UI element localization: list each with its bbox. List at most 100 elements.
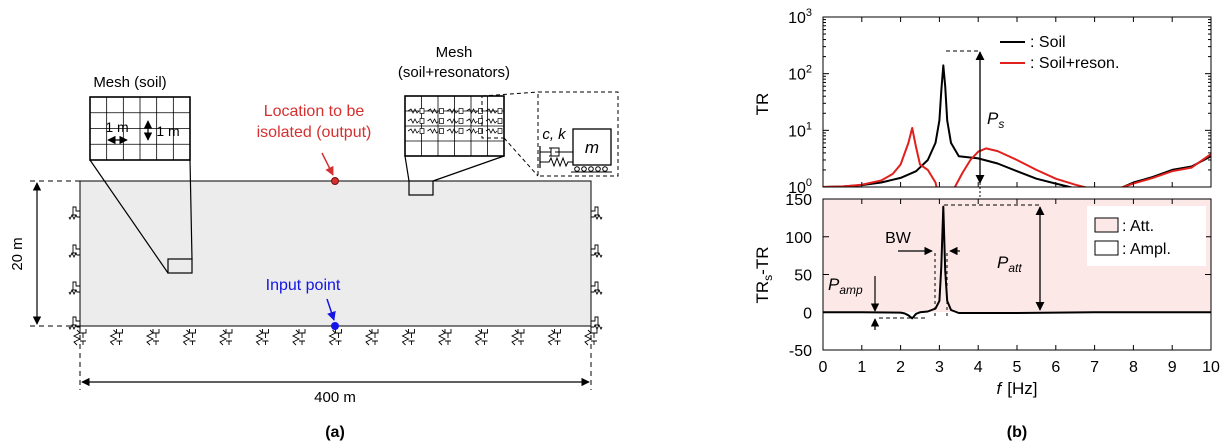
x-tick-label: 4 <box>974 359 983 376</box>
resonator-mass-icon <box>478 118 483 124</box>
x-tick-label: 1 <box>857 359 866 376</box>
legend-swatch-ampl <box>1094 240 1119 256</box>
top-axes-frame <box>823 17 1211 187</box>
boundary-damper-icon <box>437 329 452 346</box>
boundary-damper-icon <box>547 329 561 346</box>
mass-box <box>572 128 612 166</box>
mesh-resonators-grid <box>405 96 504 156</box>
y-tick-label: 50 <box>794 268 812 285</box>
output-point <box>331 177 339 185</box>
resonator-icon <box>427 108 439 114</box>
boundary-damper-icon <box>218 329 233 346</box>
spring-label: c, k <box>542 126 567 143</box>
boundary-damper-icon <box>109 329 123 346</box>
input-label: Input point <box>266 277 341 294</box>
zoom-line <box>89 159 169 274</box>
resonator-mass-icon <box>458 128 464 134</box>
mass-label: m <box>585 138 599 157</box>
detail-link <box>503 137 539 177</box>
legend-label-soil-reson: : Soil+reson. <box>1030 55 1119 72</box>
legend-swatch-att <box>1094 217 1119 233</box>
boundary-damper-icon <box>401 329 415 346</box>
boundary-damper-icon <box>68 206 80 221</box>
ps-annotation: Ps <box>946 50 1004 199</box>
input-arrow <box>326 298 336 321</box>
series-line-soil-reson <box>823 127 1211 187</box>
roller-supports <box>571 166 612 173</box>
top-y-axis-label: TR <box>753 93 772 116</box>
bw-label: BW <box>885 230 912 247</box>
resonator-mass-icon <box>458 118 464 124</box>
resonator-mass-icon <box>419 118 425 124</box>
legend-label-ampl: : Ampl. <box>1122 241 1171 258</box>
x-tick-label: 3 <box>935 359 944 376</box>
boundary-damper-icon <box>145 329 160 346</box>
x-tick-label: 5 <box>1013 359 1022 376</box>
cell-height-label: 1 m <box>156 123 179 139</box>
mesh-soil-callout: Mesh (soil) 1 m 1 m <box>89 74 193 274</box>
resonator-mass-icon <box>439 118 444 124</box>
resonator-mass-icon <box>497 118 503 124</box>
x-tick-label: 9 <box>1168 359 1177 376</box>
mesh-resonators-label: Mesh <box>436 44 473 61</box>
input-point <box>331 322 339 330</box>
boundary-damper-icon <box>182 329 196 346</box>
mesh-soil-grid <box>90 97 190 160</box>
boundary-damper-icon <box>591 316 603 331</box>
x-tick-label: 8 <box>1129 359 1138 376</box>
width-label: 400 m <box>314 389 356 406</box>
x-axis-label: f [Hz] <box>997 379 1038 398</box>
y-tick-label: 102 <box>788 64 812 84</box>
mesh-resonators-callout: Mesh (soil+resonators) m c, k <box>398 44 619 196</box>
boundary-damper-icon <box>591 206 603 221</box>
bottom-plot-area <box>823 205 1211 320</box>
mesh-resonators-source <box>408 180 434 196</box>
mesh-soil-source <box>167 258 193 274</box>
resonator-mass-icon <box>419 108 425 114</box>
depth-label: 20 m <box>9 237 26 270</box>
boundary-damper-icon <box>364 329 379 346</box>
boundary-damper-icon <box>68 244 80 259</box>
x-tick-label: 7 <box>1090 359 1099 376</box>
boundary-damper-icon <box>474 329 488 346</box>
x-tick-label: 0 <box>819 359 828 376</box>
resonator-icon <box>466 108 478 114</box>
boundary-damper-icon <box>291 329 306 346</box>
boundary-damper-icon <box>255 329 269 346</box>
resonator-icon <box>446 118 459 124</box>
resonator-mass-icon <box>497 108 503 114</box>
bottom-legend: : Att. : Ampl. <box>1087 206 1206 266</box>
zoom-line <box>432 155 505 182</box>
cell-width-label: 1 m <box>105 119 128 135</box>
output-label-2: isolated (output) <box>257 124 372 141</box>
resonator-detail-box <box>537 91 619 177</box>
resonator-icon <box>466 128 478 134</box>
pamp-annotation: Pamp <box>828 275 925 330</box>
resonator-mass-icon <box>458 108 464 114</box>
panel-b-caption: (b) <box>1007 424 1027 441</box>
absorbing-boundary <box>68 206 603 346</box>
resonator-icon <box>446 128 459 134</box>
y-tick-label: -50 <box>789 343 812 360</box>
resonator-icon <box>427 128 439 134</box>
zoom-line <box>189 159 193 260</box>
ps-label: Ps <box>987 109 1004 131</box>
resonator-highlight <box>481 95 505 139</box>
mesh-soil-box-border <box>89 96 191 161</box>
y-tick-label: 100 <box>788 177 812 197</box>
resonator-icon <box>485 118 498 124</box>
resonator-icon <box>407 108 420 114</box>
mesh-soil-label: Mesh (soil) <box>93 74 166 91</box>
mesh-resonators-label-2: (soil+resonators) <box>398 64 510 81</box>
patt-annotation: Patt <box>944 204 1045 311</box>
soil-domain <box>79 180 592 327</box>
boundary-damper-icon <box>583 329 598 346</box>
output-label: Location to be <box>264 103 365 120</box>
resonator-icon <box>485 108 498 114</box>
bottom-y-axis-label: TRs-TR <box>753 247 775 304</box>
boundary-damper-icon <box>591 281 603 296</box>
y-tick-label: 100 <box>785 230 812 247</box>
resonator-icon <box>427 118 439 124</box>
